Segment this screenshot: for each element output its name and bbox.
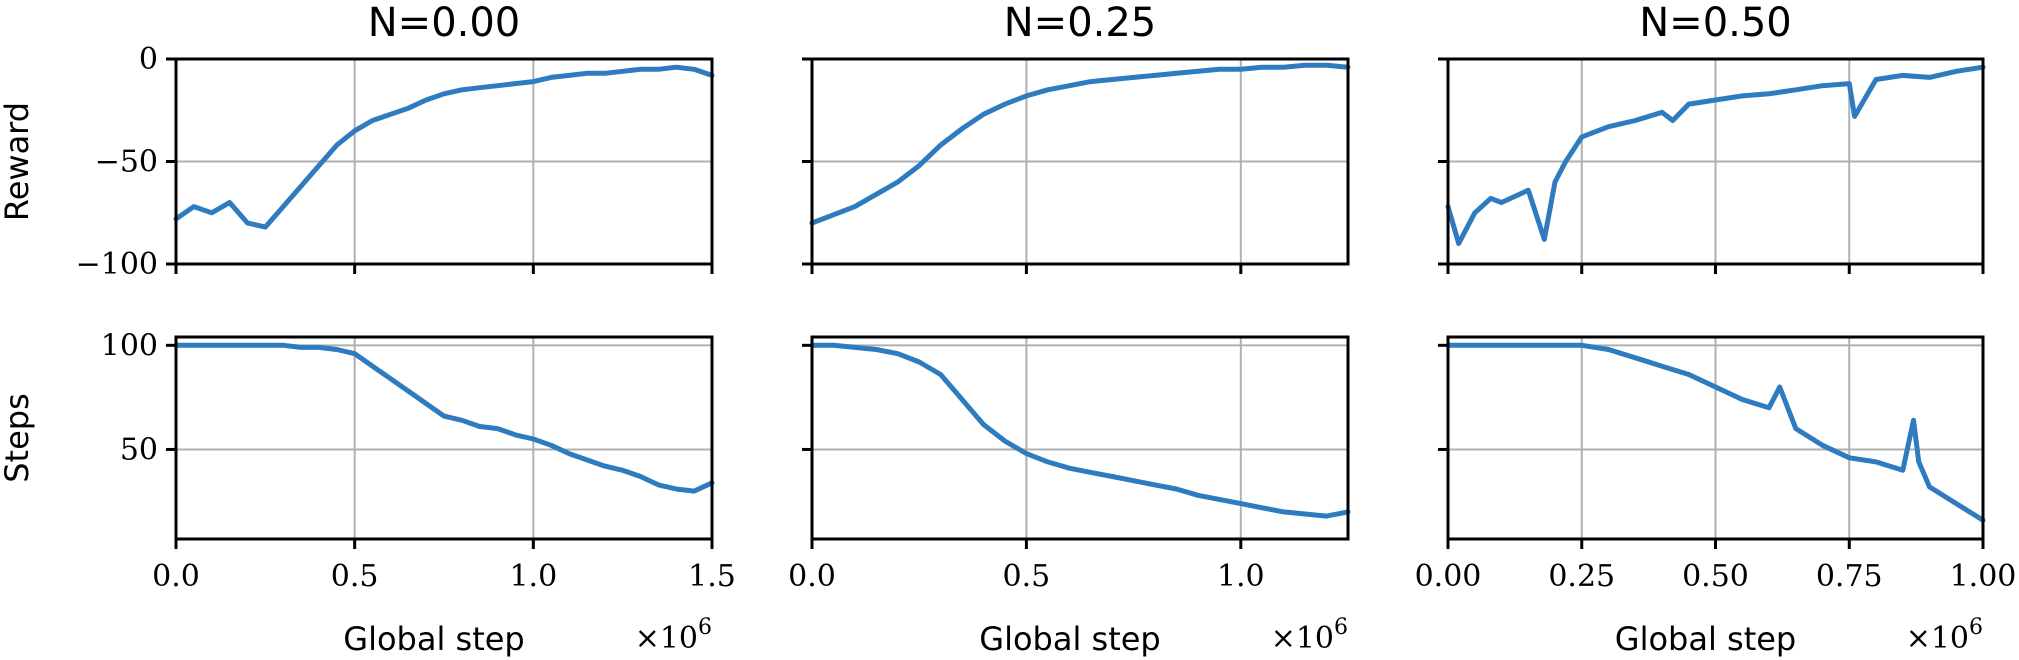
x-tick-label: 1.0 <box>1217 559 1265 594</box>
panel-reward-3: N=0.50 <box>1438 0 1986 274</box>
series-line <box>809 342 1351 519</box>
y-axis-label: Reward <box>0 102 36 221</box>
x-tick-label: 1.0 <box>509 559 557 594</box>
x-tick-label: 1.5 <box>688 559 736 594</box>
y-axis-label: Steps <box>0 393 36 483</box>
axes-frame <box>810 335 1350 541</box>
panel-steps-1: 100 50 0.0 0.5 1.0 1.5 Steps Global step ×106 <box>0 328 736 658</box>
series-line <box>1445 64 1986 246</box>
x-tick-label: 0.5 <box>331 559 379 594</box>
panel-title: N=0.00 <box>368 0 521 46</box>
panel-steps-3: 0.00 0.25 0.50 0.75 1.00 Global step ×106 <box>1415 335 2017 658</box>
x-tick-label: 0.00 <box>1415 559 1482 594</box>
x-scale-multiplier: ×106 <box>1906 615 1983 656</box>
panel-reward-2: N=0.25 <box>802 0 1351 274</box>
x-tick-label: 0.75 <box>1816 559 1883 594</box>
panel-title: N=0.25 <box>1004 0 1157 46</box>
y-tick-label: 0 <box>139 42 158 77</box>
x-scale-multiplier: ×106 <box>635 615 712 656</box>
x-tick-label: 0.0 <box>152 559 200 594</box>
x-tick-label: 0.25 <box>1548 559 1615 594</box>
panel-reward-1: 0 −50 −100 N=0.00 Reward <box>0 0 715 282</box>
x-tick-label: 0.0 <box>788 559 836 594</box>
x-tick-label: 0.50 <box>1682 559 1749 594</box>
x-axis-label: Global step <box>343 620 524 658</box>
series-line <box>173 342 715 494</box>
axes-frame <box>174 335 714 541</box>
panel-title: N=0.50 <box>1639 0 1792 46</box>
y-tick-label: −100 <box>76 247 158 282</box>
panel-steps-2: 0.0 0.5 1.0 Global step ×106 <box>788 335 1351 658</box>
x-axis-label: Global step <box>1615 620 1796 658</box>
series-line <box>173 64 715 230</box>
x-tick-label: 0.5 <box>1003 559 1051 594</box>
x-tick-label: 1.00 <box>1950 559 2017 594</box>
y-tick-label: 100 <box>101 328 158 363</box>
series-line <box>1445 342 1986 523</box>
y-tick-label: −50 <box>95 145 158 180</box>
x-axis-label: Global step <box>979 620 1160 658</box>
x-scale-multiplier: ×106 <box>1271 615 1348 656</box>
y-tick-label: 50 <box>120 432 158 467</box>
series-line <box>809 62 1351 226</box>
